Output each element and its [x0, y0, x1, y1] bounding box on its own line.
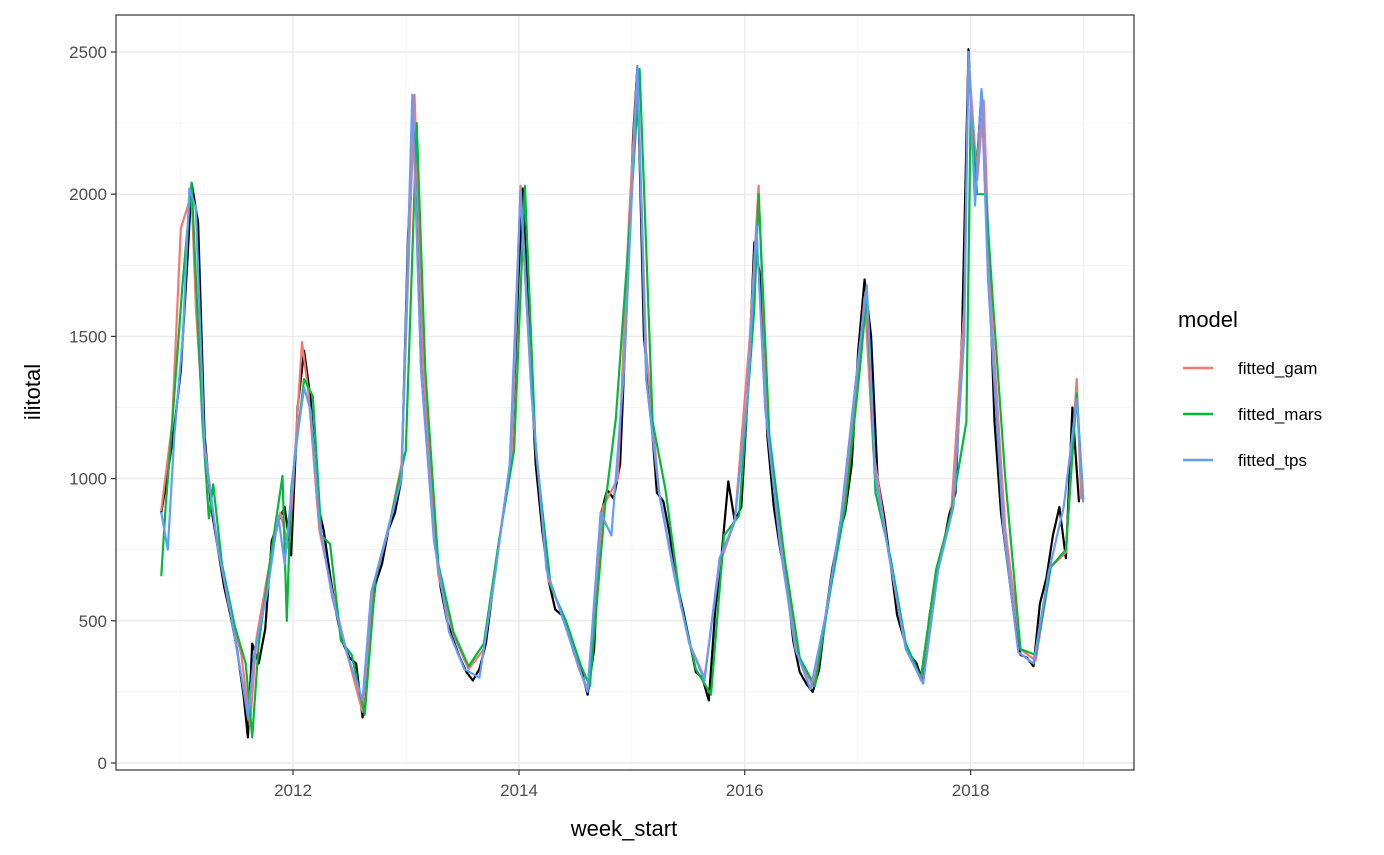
x-tick-label: 2016	[726, 781, 764, 800]
series-layer	[160, 48, 1085, 739]
plot-border	[115, 14, 1135, 771]
y-tick-label: 1500	[69, 327, 107, 346]
plot-background	[116, 15, 1134, 770]
y-tick-label: 2500	[69, 43, 107, 62]
x-tick-label: 2012	[274, 781, 312, 800]
y-axis: 0 500 1000 1500 2000 2500	[69, 43, 116, 773]
x-axis: 2012 2014 2016 2018	[274, 770, 990, 800]
legend-label-fitted-mars: fitted_mars	[1238, 405, 1322, 424]
legend-label-fitted-gam: fitted_gam	[1238, 359, 1317, 378]
legend-title: model	[1178, 307, 1238, 332]
y-tick-label: 1000	[69, 470, 107, 489]
y-tick-label: 2000	[69, 185, 107, 204]
legend-entries: fitted_gam fitted_mars fitted_tps	[1183, 359, 1322, 470]
series-line-fitted-mars	[160, 68, 1085, 739]
y-axis-title: ilitotal	[20, 364, 45, 420]
plot-panel	[115, 14, 1135, 771]
grid-minor	[116, 15, 1134, 770]
series-line-fitted-tps	[160, 50, 1085, 719]
legend: model fitted_gam fitted_mars fitted_tps	[1178, 307, 1322, 470]
y-tick-label: 500	[79, 612, 107, 631]
x-tick-label: 2018	[952, 781, 990, 800]
x-axis-title: week_start	[570, 816, 677, 841]
x-tick-label: 2014	[500, 781, 538, 800]
legend-label-fitted-tps: fitted_tps	[1238, 451, 1307, 470]
y-tick-label: 0	[98, 754, 107, 773]
